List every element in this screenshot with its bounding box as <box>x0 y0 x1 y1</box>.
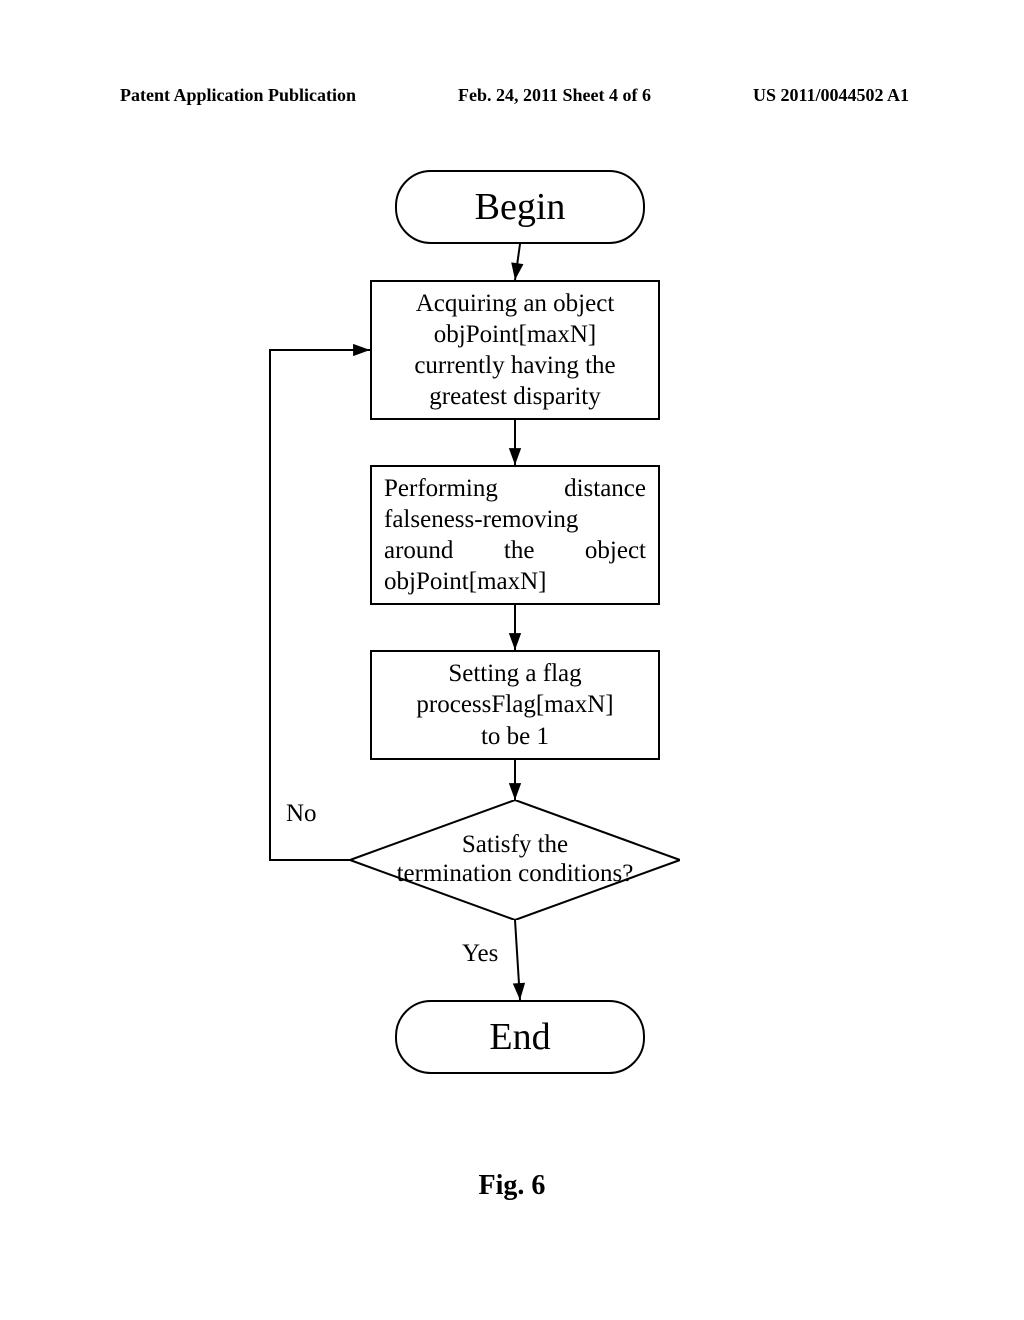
figure-caption: Fig. 6 <box>0 1170 1024 1202</box>
header-center: Feb. 24, 2011 Sheet 4 of 6 <box>458 85 651 106</box>
edge-label-yes: Yes <box>462 940 498 968</box>
connectors <box>0 160 1024 1120</box>
flowchart-canvas: BeginAcquiring an objectobjPoint[maxN]cu… <box>0 160 1024 1160</box>
page-header: Patent Application Publication Feb. 24, … <box>0 85 1024 106</box>
header-right: US 2011/0044502 A1 <box>753 85 909 106</box>
edge-label-no: No <box>286 800 317 828</box>
header-left: Patent Application Publication <box>120 85 356 106</box>
